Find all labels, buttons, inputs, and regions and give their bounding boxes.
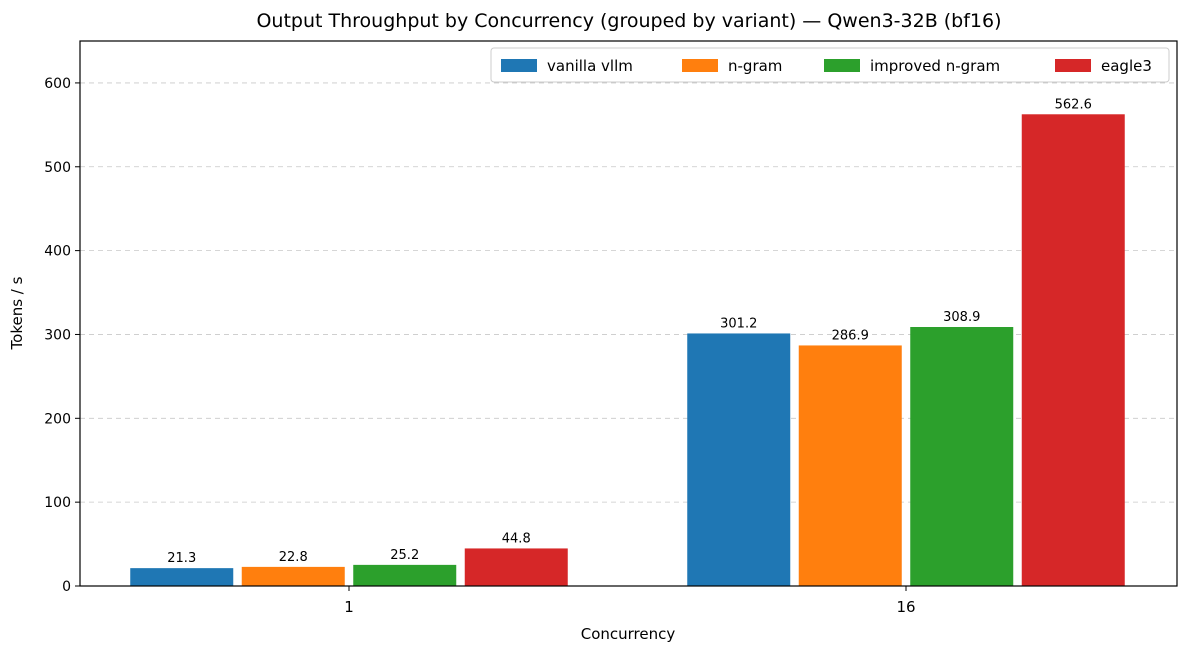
bars — [130, 114, 1125, 586]
y-tick-label: 100 — [44, 495, 71, 511]
bar — [798, 345, 902, 586]
bar-value-label: 301.2 — [720, 316, 757, 331]
bar-value-label: 286.9 — [832, 328, 869, 343]
legend-swatch — [824, 59, 860, 72]
grid-lines — [80, 82, 1177, 503]
x-tick-label: 1 — [344, 598, 354, 616]
y-tick-label: 0 — [62, 579, 71, 595]
x-tick-label: 16 — [896, 598, 915, 616]
legend-label: improved n-gram — [870, 57, 1000, 75]
y-axis: 0 100 200 300 400 500 600 — [44, 76, 80, 595]
bar-value-label: 44.8 — [502, 531, 531, 546]
legend: vanilla vllm n-gram improved n-gram eagle3 — [490, 47, 1170, 83]
bar — [353, 564, 457, 586]
legend-label: vanilla vllm — [547, 57, 633, 75]
chart-title: Output Throughput by Concurrency (groupe… — [256, 10, 1001, 32]
y-tick-label: 300 — [44, 327, 71, 343]
y-tick-label: 400 — [44, 244, 71, 260]
x-axis-label: Concurrency — [581, 625, 676, 643]
legend-swatch — [501, 59, 537, 72]
bar-value-label: 22.8 — [279, 550, 308, 565]
bar — [1021, 114, 1125, 586]
value-labels: 21.3 22.8 25.2 44.8 301.2 286.9 308.9 562.6 — [167, 97, 1092, 566]
y-tick-label: 600 — [44, 76, 71, 92]
x-axis: 1 16 — [344, 586, 916, 616]
legend-label: n-gram — [728, 57, 782, 75]
bar — [130, 568, 234, 586]
bar-value-label: 562.6 — [1055, 97, 1092, 112]
y-axis-label: Tokens / s — [8, 276, 26, 350]
legend-label: eagle3 — [1101, 57, 1152, 75]
legend-swatch — [1055, 59, 1091, 72]
plot-frame — [79, 40, 1178, 587]
bar — [464, 548, 568, 586]
bar-value-label: 308.9 — [943, 310, 980, 325]
y-tick-label: 500 — [44, 160, 71, 176]
bar — [241, 566, 345, 586]
bar — [910, 326, 1014, 586]
bar-value-label: 25.2 — [390, 548, 419, 563]
bar-value-label: 21.3 — [167, 551, 196, 566]
y-tick-label: 200 — [44, 411, 71, 427]
bar — [687, 333, 791, 586]
legend-swatch — [682, 59, 718, 72]
